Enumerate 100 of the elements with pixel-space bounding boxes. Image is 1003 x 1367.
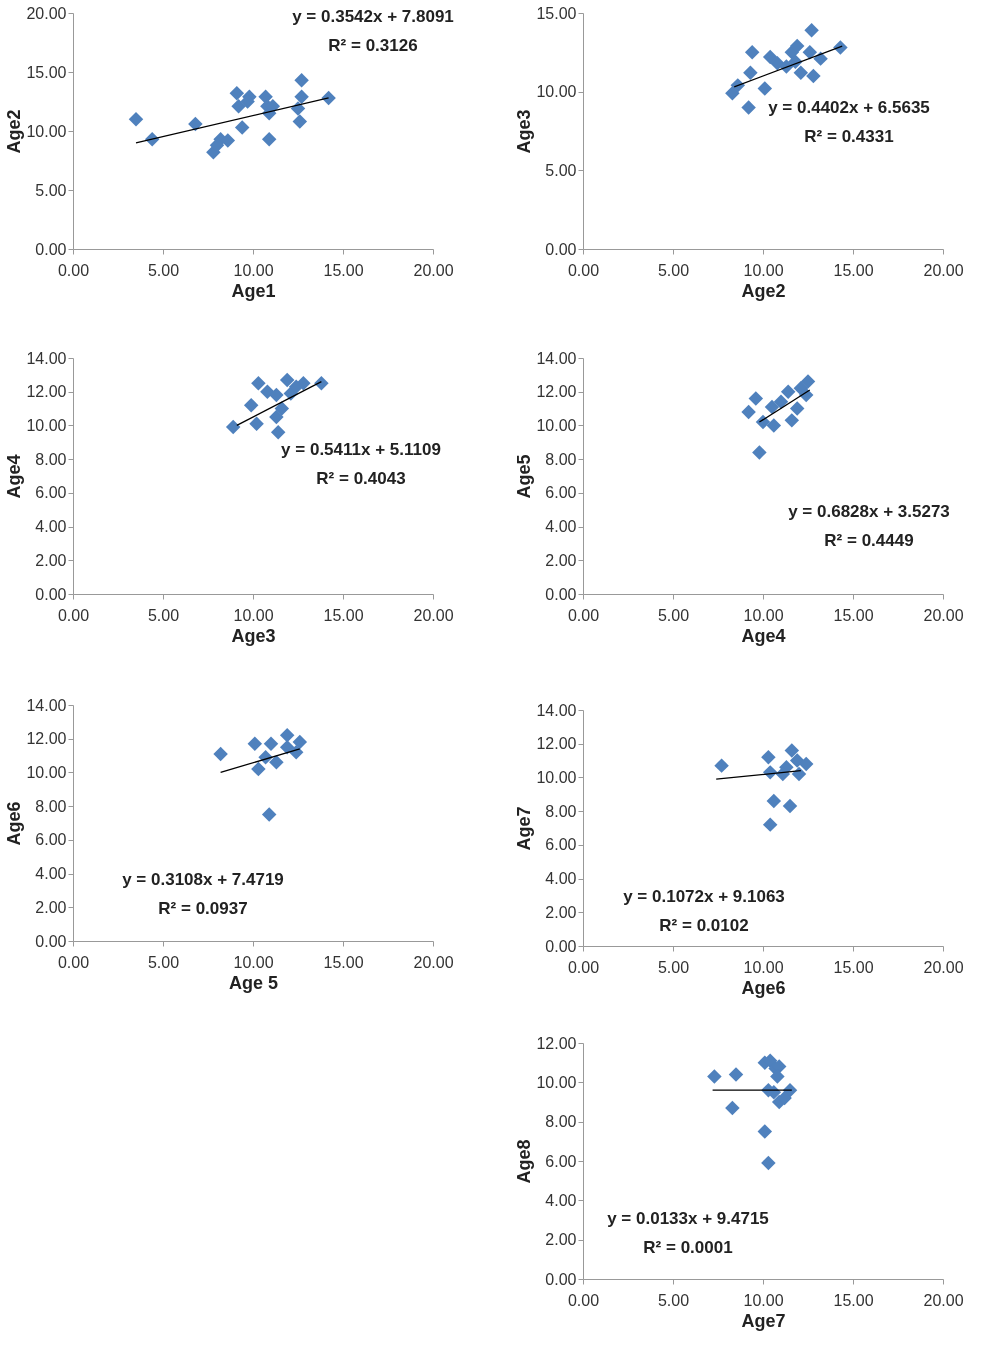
x-tick-label: 20.00 (413, 606, 454, 624)
x-tick-label: 15.00 (833, 958, 874, 976)
x-axis-title: Age6 (741, 977, 786, 998)
point (764, 399, 780, 415)
point (279, 728, 295, 743)
point (247, 736, 263, 752)
point (213, 746, 228, 762)
y-tick-label: 2.00 (545, 903, 577, 921)
y-tick-label: 4.00 (545, 870, 577, 888)
x-tick-label: 15.00 (323, 606, 364, 624)
point (757, 81, 773, 96)
x-tick-label: 0.00 (567, 1291, 600, 1309)
x-tick-label: 5.00 (147, 606, 180, 624)
x-tick-label: 10.00 (743, 261, 784, 279)
x-tick-label: 20.00 (413, 261, 454, 279)
y-axis-title: Age2 (4, 109, 25, 154)
x-axis-title: Age7 (741, 1310, 786, 1331)
point (802, 45, 818, 60)
point (784, 743, 800, 758)
annotation: R² = 0.3126 (328, 36, 418, 55)
y-tick-label: 8.00 (35, 450, 67, 468)
y-tick-label: 10.00 (26, 122, 67, 140)
y-tick-label: 8.00 (545, 802, 577, 820)
point (762, 49, 778, 65)
x-tick-label: 10.00 (743, 958, 784, 976)
annotation: R² = 0.0102 (659, 916, 749, 935)
y-tick-label: 14.00 (26, 349, 67, 367)
x-tick-label: 20.00 (923, 261, 964, 279)
annotation: R² = 0.4449 (824, 531, 914, 550)
point (314, 376, 329, 391)
point (757, 1124, 773, 1139)
annotation: y = 0.0133x + 9.4715 (607, 1209, 769, 1228)
x-tick-label: 20.00 (923, 958, 964, 976)
point (773, 394, 789, 410)
annotation: y = 0.6828x + 3.5273 (788, 502, 950, 521)
point (791, 766, 807, 782)
y-axis-title: Age7 (514, 806, 535, 851)
y-tick-label: 8.00 (545, 450, 577, 468)
y-tick-label: 10.00 (536, 768, 577, 786)
x-tick-label: 15.00 (323, 261, 364, 279)
x-axis-title: Age 5 (228, 972, 279, 993)
y-axis-title: Age5 (514, 454, 535, 499)
point (741, 404, 756, 420)
annotation: R² = 0.4331 (804, 127, 894, 146)
y-tick-label: 12.00 (26, 730, 67, 748)
point (762, 817, 778, 832)
point (789, 38, 805, 54)
x-tick-label: 0.00 (57, 606, 90, 624)
point (288, 379, 304, 394)
y-axis-title: Age4 (4, 454, 25, 499)
y-tick-label: 10.00 (26, 763, 67, 781)
point (260, 384, 275, 399)
x-tick-label: 15.00 (833, 1291, 874, 1309)
x-tick-label: 10.00 (233, 953, 274, 971)
y-tick-label: 5.00 (35, 181, 67, 199)
point (804, 23, 819, 38)
y-tick-label: 4.00 (35, 865, 67, 883)
point (761, 749, 776, 765)
annotation: y = 0.5411x + 5.1109 (281, 440, 441, 459)
point (806, 68, 821, 84)
point (748, 391, 764, 406)
point (743, 65, 758, 81)
point (800, 374, 816, 389)
annotation: y = 0.3542x + 7.8091 (292, 7, 454, 26)
point (261, 132, 277, 147)
y-tick-label: 12.00 (536, 735, 577, 753)
x-tick-label: 0.00 (567, 958, 600, 976)
point (761, 1155, 776, 1171)
y-tick-label: 4.00 (545, 518, 577, 536)
y-tick-label: 0.00 (35, 240, 67, 258)
x-tick-label: 0.00 (57, 261, 90, 279)
point (728, 1067, 744, 1082)
y-tick-label: 12.00 (26, 383, 67, 401)
point (707, 1069, 722, 1084)
point (798, 756, 814, 772)
y-tick-label: 6.00 (545, 836, 577, 854)
y-tick-label: 10.00 (536, 1073, 577, 1091)
x-tick-label: 20.00 (413, 953, 454, 971)
y-tick-label: 2.00 (545, 1231, 577, 1249)
x-tick-label: 5.00 (657, 606, 690, 624)
point (744, 45, 760, 60)
y-tick-label: 12.00 (536, 383, 577, 401)
y-tick-label: 14.00 (26, 696, 67, 714)
y-tick-label: 12.00 (536, 1034, 577, 1052)
y-tick-label: 6.00 (35, 484, 67, 502)
point (292, 114, 308, 129)
x-tick-label: 10.00 (743, 606, 784, 624)
x-tick-label: 20.00 (923, 606, 964, 624)
y-tick-label: 20.00 (26, 4, 67, 22)
y-tick-label: 0.00 (545, 240, 577, 258)
point (251, 761, 266, 777)
point (782, 798, 798, 814)
x-axis-title: Age4 (741, 625, 786, 646)
point (725, 85, 740, 101)
y-tick-label: 0.00 (545, 1270, 577, 1288)
y-tick-label: 14.00 (536, 349, 577, 367)
y-tick-label: 10.00 (536, 416, 577, 434)
x-tick-label: 5.00 (657, 1291, 690, 1309)
y-tick-label: 6.00 (545, 1152, 577, 1170)
point (274, 401, 290, 416)
